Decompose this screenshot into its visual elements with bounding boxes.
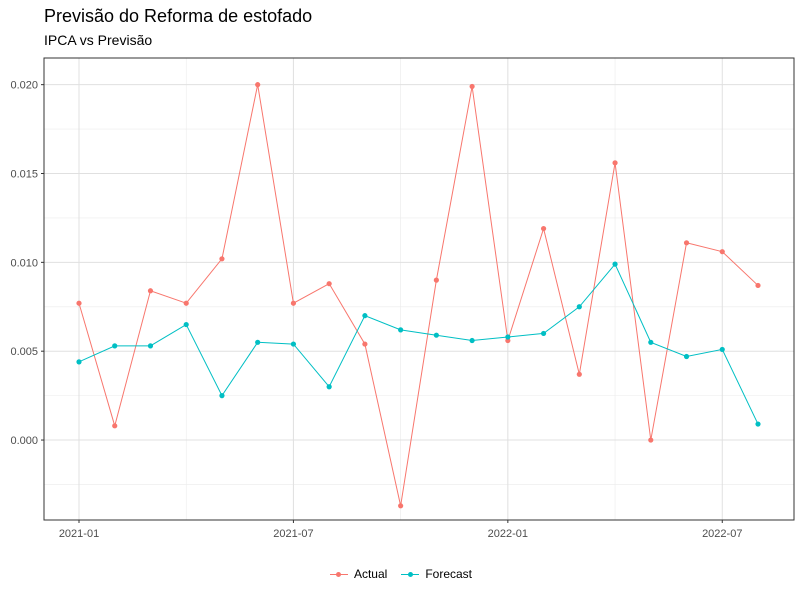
data-point-forecast (147, 343, 154, 349)
y-tick-label: 0.010 (10, 257, 38, 269)
y-tick-label: 0.020 (10, 80, 38, 92)
data-point-actual (147, 288, 154, 294)
x-tick-label: 2021-01 (59, 528, 99, 540)
data-point-actual (290, 300, 297, 306)
data-point-actual (326, 281, 332, 287)
legend-key-forecast (399, 568, 421, 580)
data-point-forecast (255, 339, 261, 345)
data-point-forecast (719, 346, 725, 353)
legend-key-actual (328, 568, 350, 580)
data-point-actual (183, 300, 189, 306)
data-point-actual (648, 437, 654, 443)
legend-item-actual: Actual (328, 567, 387, 581)
data-point-actual (112, 423, 118, 429)
y-tick-label: 0.000 (10, 435, 38, 447)
chart-subtitle: IPCA vs Previsão (44, 32, 153, 48)
data-point-actual (219, 256, 225, 262)
data-point-actual (398, 503, 404, 509)
legend-label-actual: Actual (353, 567, 388, 581)
data-point-actual (755, 282, 761, 289)
series-line-actual (78, 84, 759, 506)
data-point-forecast (183, 321, 189, 328)
panel-border (43, 57, 795, 521)
data-point-forecast (505, 334, 511, 340)
data-point-forecast (576, 304, 582, 310)
data-point-forecast (219, 393, 225, 399)
data-point-actual (469, 83, 475, 90)
legend-item-forecast: Forecast (399, 567, 472, 581)
data-point-forecast (683, 353, 690, 360)
data-point-forecast (433, 332, 439, 338)
data-point-forecast (398, 327, 404, 333)
data-point-forecast (290, 341, 297, 347)
data-point-forecast (469, 337, 475, 344)
y-tick-label: 0.015 (10, 169, 38, 181)
series-line-forecast (78, 263, 759, 425)
data-point-actual (576, 371, 582, 377)
y-tick-label: 0.005 (10, 346, 38, 358)
data-point-actual (540, 225, 547, 232)
data-point-actual (612, 160, 618, 166)
data-point-forecast (362, 313, 368, 319)
x-tick-label: 2022-07 (702, 528, 742, 540)
chart-title: Previsão do Reforma de estofado (44, 6, 313, 26)
data-point-forecast (755, 421, 761, 427)
data-point-forecast (76, 359, 82, 365)
data-point-forecast (326, 384, 332, 390)
data-point-actual (76, 300, 82, 306)
data-point-actual (505, 337, 511, 344)
data-point-actual (362, 341, 368, 347)
data-point-forecast (540, 330, 547, 337)
data-point-actual (719, 249, 725, 255)
x-tick-label: 2022-01 (488, 528, 528, 540)
data-point-actual (683, 240, 690, 246)
x-tick-label: 2021-07 (273, 528, 313, 540)
data-point-forecast (112, 343, 118, 349)
data-point-forecast (648, 339, 654, 345)
data-point-actual (255, 82, 261, 88)
data-point-forecast (612, 261, 618, 267)
legend-label-forecast: Forecast (425, 567, 473, 581)
legend: Actual Forecast (0, 564, 800, 584)
data-point-actual (433, 277, 439, 283)
